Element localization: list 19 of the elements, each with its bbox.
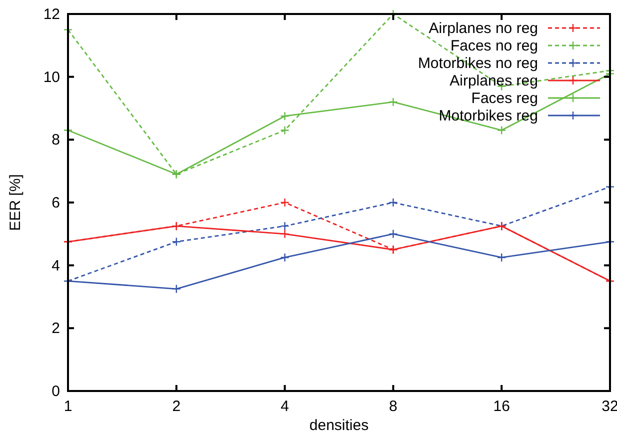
legend-label: Motorbikes no reg — [418, 55, 538, 72]
legend-label: Airplanes reg — [450, 72, 538, 90]
y-tick-label: 10 — [43, 68, 60, 86]
legend-label: Airplanes no reg — [428, 20, 538, 37]
y-tick-label: 0 — [52, 383, 60, 400]
x-tick-label: 8 — [389, 398, 398, 415]
x-tick-label: 1 — [64, 398, 72, 415]
y-tick-label: 12 — [43, 6, 60, 23]
x-axis-title: densities — [309, 417, 369, 434]
y-tick-label: 4 — [52, 257, 60, 274]
x-tick-label: 2 — [172, 398, 181, 415]
x-tick-label: 16 — [493, 398, 510, 415]
legend-label: Faces no reg — [450, 38, 538, 54]
x-tick-label: 4 — [280, 398, 289, 415]
y-tick-label: 8 — [52, 132, 60, 149]
y-axis-title: EER [%] — [7, 174, 24, 231]
legend-label: Faces reg — [471, 90, 538, 107]
y-tick-label: 6 — [52, 194, 60, 212]
y-tick-label: 2 — [52, 320, 60, 338]
